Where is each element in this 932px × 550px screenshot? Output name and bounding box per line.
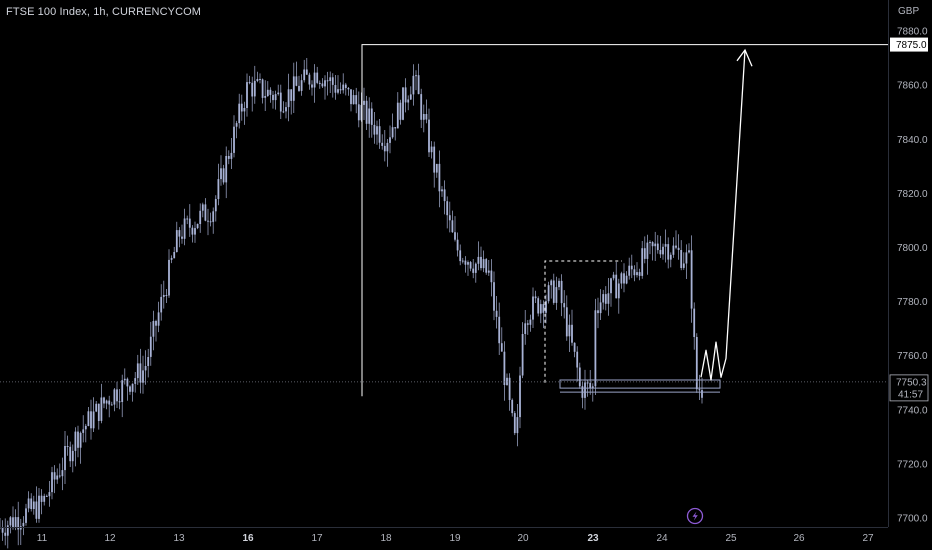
time-axis: 11 12 13 16 17 18 19 20 23 24 25 26 27	[0, 527, 888, 544]
price-tick-label: 7700.0	[897, 513, 928, 524]
price-tick-label: 7720.0	[897, 459, 928, 470]
price-tick-label: 7840.0	[897, 135, 928, 146]
time-tick-label: 20	[517, 533, 529, 544]
currency-label: GBP	[898, 6, 919, 17]
time-tick-label: 19	[449, 533, 461, 544]
time-tick-label: 24	[656, 533, 668, 544]
price-tick-label: 7740.0	[897, 405, 928, 416]
dashed-range-box	[544, 260, 622, 383]
time-tick-label: 11	[37, 533, 48, 544]
price-tick-label: 7760.0	[897, 351, 928, 362]
target-price-badge	[890, 37, 928, 52]
price-tick-label: 7800.0	[897, 243, 928, 254]
price-tick-label: 7820.0	[897, 189, 928, 200]
candles-group	[0, 58, 703, 549]
projection-path	[700, 49, 746, 381]
price-tick-label: 7880.0	[897, 27, 928, 38]
target-price-label: 7875.0	[896, 40, 927, 51]
current-price-badge	[889, 374, 929, 402]
time-tick-label: 13	[173, 533, 185, 544]
chart-title: FTSE 100 Index, 1h, CURRENCYCOM	[6, 6, 202, 18]
support-zone-box	[559, 379, 721, 389]
price-tick-label: 7780.0	[897, 297, 928, 308]
target-line	[361, 44, 888, 397]
annotations-group	[0, 44, 888, 397]
time-tick-label: 12	[104, 533, 116, 544]
time-tick-label: 18	[380, 533, 392, 544]
time-tick-label: 26	[793, 533, 805, 544]
time-tick-label: 25	[725, 533, 737, 544]
price-axis: GBP 7700.0 7720.0 7740.0 7760.0 7780.0 7800.0 7…	[888, 0, 929, 527]
time-tick-label: 23	[587, 533, 599, 544]
price-tick-label: 7860.0	[897, 81, 928, 92]
lightning-bolt-icon[interactable]	[686, 507, 704, 525]
bar-countdown-label: 41:57	[898, 389, 923, 400]
time-tick-label: 16	[242, 533, 254, 544]
projection-arrowhead	[736, 48, 753, 67]
current-price-label: 7750.3	[896, 377, 927, 388]
candle-body	[110, 404, 113, 406]
time-tick-label: 17	[311, 533, 323, 544]
time-tick-label: 27	[862, 533, 874, 544]
